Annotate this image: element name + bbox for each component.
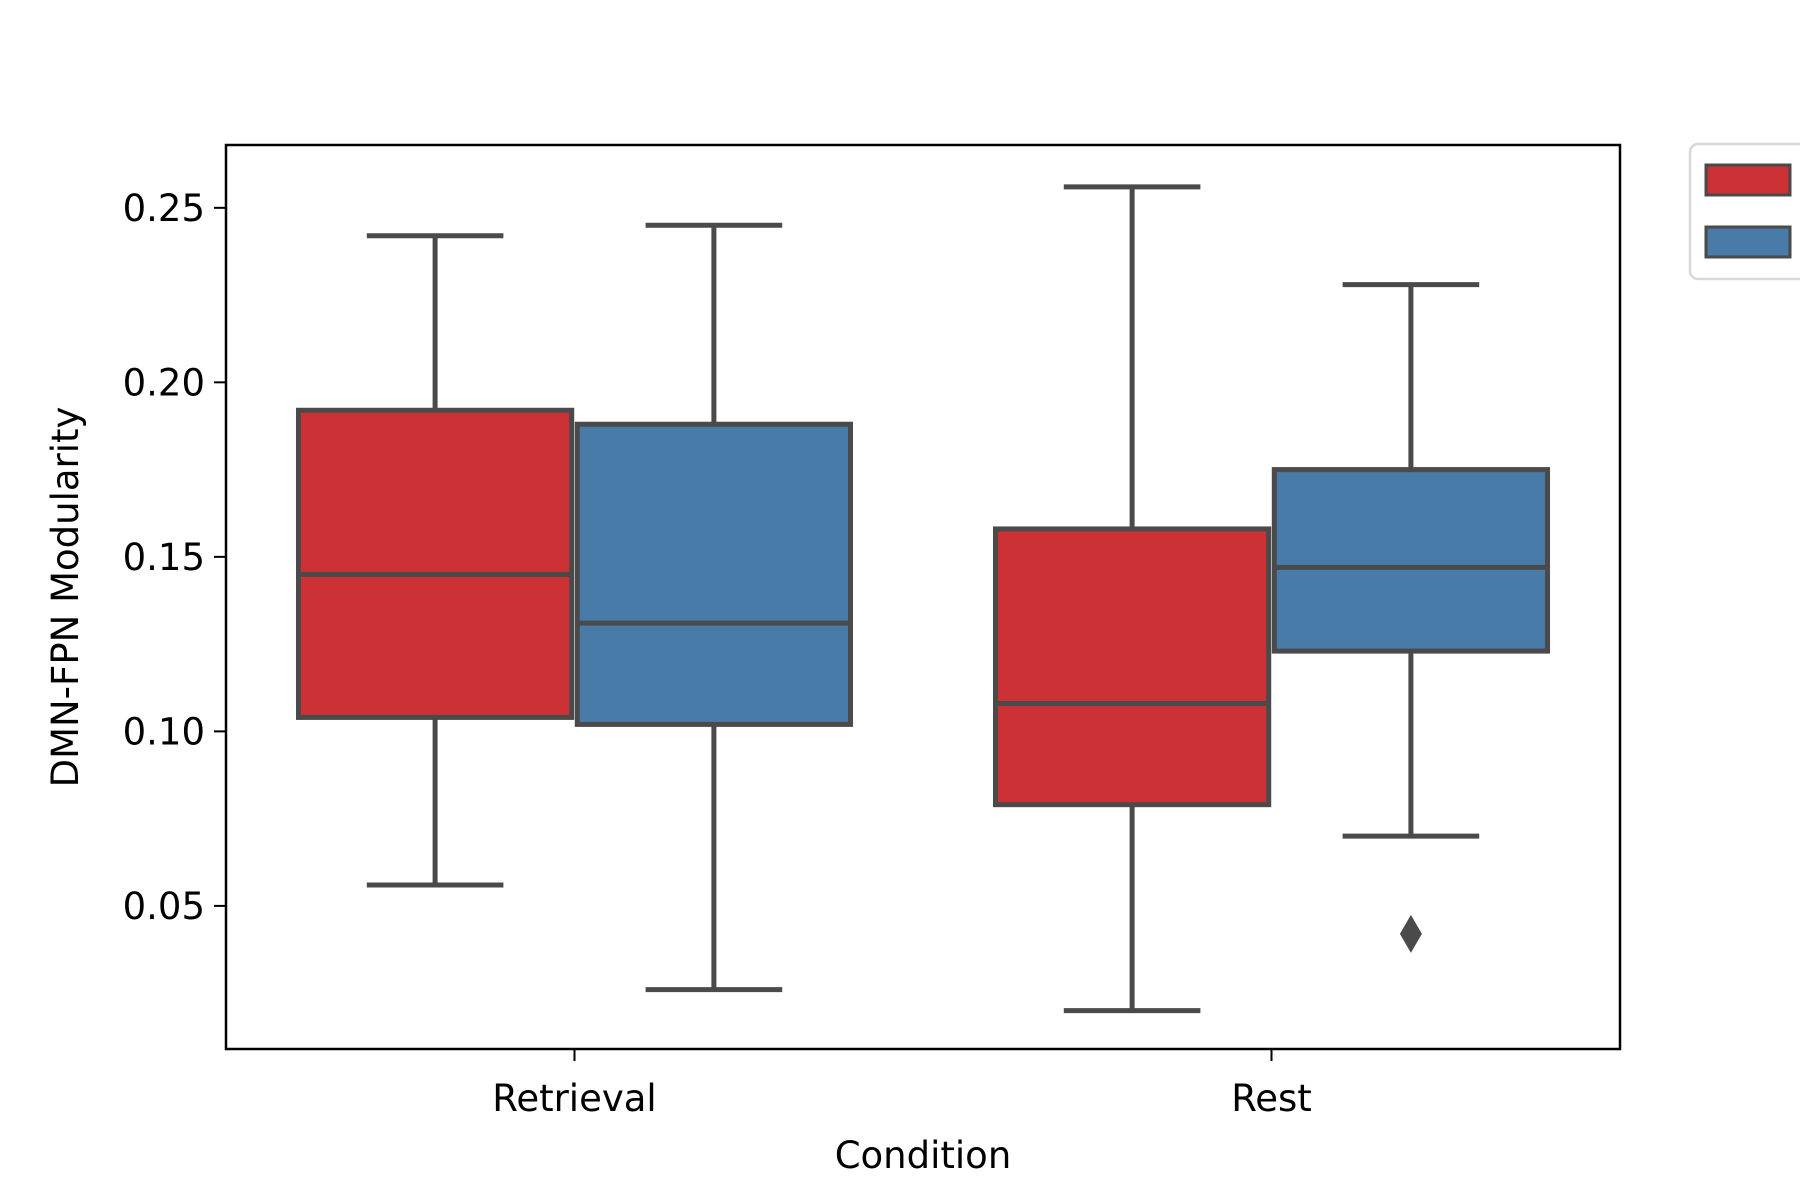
y-tick-label: 0.25: [123, 187, 205, 230]
legend-swatch: [1704, 163, 1792, 197]
box-retrieval-series-2-iqr-box: [574, 421, 854, 727]
box-rest-series-2-outlier-1: [1399, 914, 1422, 953]
legend-swatch: [1704, 225, 1792, 259]
y-tick-label: 0.20: [123, 361, 205, 404]
y-tick-label: 0.05: [123, 885, 205, 928]
x-axis-title: Condition: [835, 1134, 1012, 1177]
y-axis-title: DMN-FPN Modularity: [44, 407, 87, 788]
plot-area: 0.05 0.10 0.15 0.20 0.25 Retrieval Rest: [123, 143, 1622, 1120]
box-retrieval-series-1-iqr-box: [295, 407, 575, 720]
axes-frame: [224, 143, 1622, 1051]
box-rest-series-1-iqr-box: [992, 526, 1272, 808]
x-tick-label: Retrieval: [492, 1077, 656, 1120]
x-tick-label: Rest: [1231, 1077, 1312, 1120]
legend: [1688, 142, 1800, 281]
y-tick-label: 0.15: [123, 536, 205, 579]
box-rest-series-2-iqr-box: [1271, 467, 1551, 654]
y-tick-label: 0.10: [123, 710, 205, 753]
